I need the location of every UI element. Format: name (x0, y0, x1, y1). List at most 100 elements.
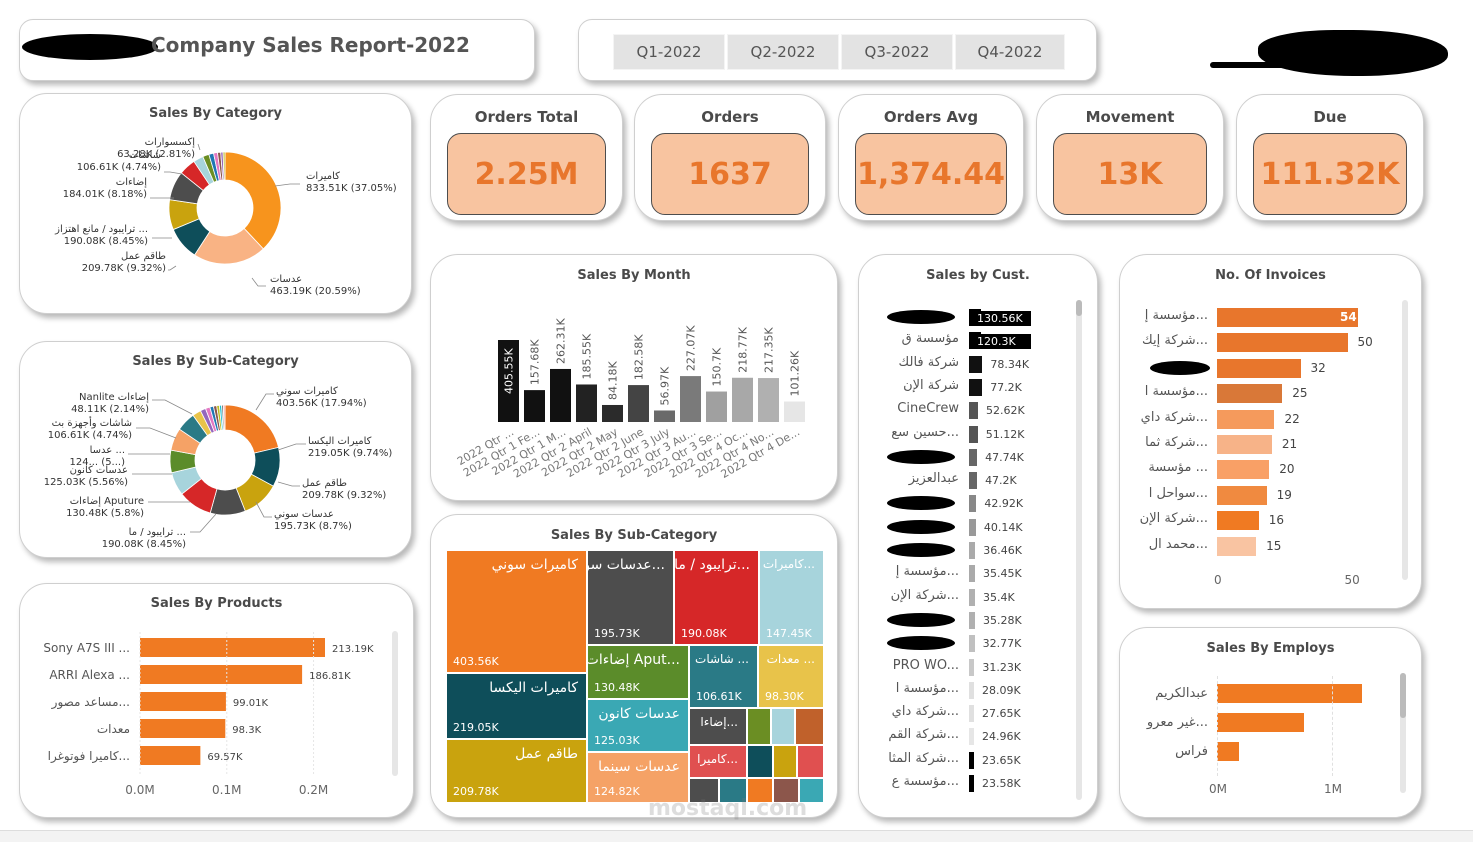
customer-bar[interactable] (969, 751, 975, 769)
subcategory-donut-label-name: ترايبود / ما ... (129, 527, 186, 538)
customer-bar[interactable] (969, 658, 975, 676)
month-bar[interactable] (550, 368, 571, 422)
customer-bar[interactable] (969, 425, 978, 443)
treemap-tile[interactable]: كاميرات سوني 403.56K (446, 550, 587, 673)
products-bar[interactable] (140, 692, 226, 711)
products-scrollbar[interactable] (392, 631, 398, 776)
month-bar[interactable] (654, 410, 675, 422)
customer-bar[interactable] (969, 402, 978, 420)
invoice-bar[interactable] (1217, 485, 1267, 505)
customer-bar[interactable] (969, 472, 978, 490)
treemap-tile-small[interactable] (799, 778, 824, 803)
customer-bar[interactable] (969, 518, 976, 536)
invoice-bar[interactable] (1217, 384, 1283, 404)
treemap-tile-small[interactable] (747, 745, 773, 778)
month-bar[interactable] (602, 404, 623, 422)
quarter-button-q1[interactable]: Q1-2022 (613, 34, 725, 70)
treemap-tile-small[interactable] (795, 708, 824, 745)
invoice-bar[interactable] (1217, 435, 1272, 454)
treemap-tile[interactable]: طاقم عمل 209.78K (446, 739, 587, 803)
invoice-bar[interactable] (1217, 409, 1275, 429)
kpi-value: 2.25M (447, 133, 606, 215)
treemap-tile[interactable]: عدسات سينما 124.82K (587, 752, 689, 803)
treemap-tile-small[interactable] (689, 778, 719, 803)
products-bar[interactable] (140, 638, 325, 657)
subcategory-donut-label-name: إضاءات Aputure (70, 496, 144, 507)
treemap-tile-small[interactable] (773, 778, 799, 803)
month-bar[interactable] (784, 401, 805, 422)
customer-value: 78.34K (990, 357, 1030, 371)
treemap-tile-small[interactable] (719, 778, 747, 803)
redacted-company-logo (1258, 30, 1448, 76)
invoice-bar[interactable] (1217, 358, 1301, 378)
products-x-tick: 0.0M (125, 783, 154, 797)
invoice-bar[interactable] (1217, 536, 1257, 556)
month-bar[interactable] (576, 384, 597, 422)
quarter-button-q4[interactable]: Q4-2022 (955, 34, 1065, 70)
treemap-tile-small[interactable] (747, 778, 773, 803)
products-bar[interactable] (140, 719, 226, 738)
month-bar[interactable] (732, 377, 753, 422)
treemap-tile-small[interactable] (771, 708, 795, 745)
employee-bar[interactable] (1217, 684, 1362, 703)
treemap-tile[interactable]: عدسات كانون 125.03K (587, 699, 689, 752)
customer-label: PRO WO... (892, 657, 959, 673)
subcategory-donut-slice[interactable] (222, 404, 226, 431)
customer-bar[interactable] (969, 378, 983, 396)
invoice-bar[interactable] (1217, 460, 1270, 480)
customer-bar[interactable] (969, 775, 975, 792)
treemap-tile[interactable]: كاميرا... (689, 745, 747, 778)
treemap-tile[interactable]: عدسات سو... 195.73K (587, 550, 674, 645)
employee-bar[interactable] (1217, 742, 1239, 761)
invoice-bar[interactable] (1217, 308, 1358, 327)
invoice-label: شركة داي... (1140, 409, 1208, 425)
invoice-label: شركة إيك... (1142, 333, 1208, 349)
quarter-button-q3[interactable]: Q3-2022 (841, 34, 953, 70)
month-bar[interactable] (524, 390, 545, 422)
month-bar[interactable] (680, 376, 701, 422)
category-donut-slice[interactable] (222, 151, 226, 181)
customer-bar[interactable] (969, 542, 976, 559)
customers-scrollbar-thumb[interactable] (1076, 300, 1082, 316)
subcategory-donut-label-value: 130.48K (5.8%) (66, 508, 144, 519)
month-bar[interactable] (758, 378, 779, 422)
treemap-tile[interactable]: ترايبود / ما... 190.08K (674, 550, 759, 645)
treemap-tile[interactable]: إضاءات Aput... 130.48K (587, 645, 689, 699)
employs-scrollbar-thumb[interactable] (1400, 673, 1406, 718)
subcategory-donut-slice[interactable] (224, 404, 280, 454)
treemap-tile[interactable]: كاميرات اليكسا 219.05K (446, 673, 587, 739)
treemap-tile-label: إضاءا... (700, 715, 738, 729)
invoice-bar[interactable] (1217, 511, 1259, 531)
customer-bar[interactable] (969, 495, 977, 513)
customer-bar[interactable] (969, 448, 978, 466)
customer-bar[interactable] (969, 588, 976, 606)
treemap-tile-small[interactable] (797, 745, 824, 778)
quarter-button-q2[interactable]: Q2-2022 (727, 34, 839, 70)
customers-scrollbar[interactable] (1076, 300, 1082, 800)
customer-bar[interactable] (969, 681, 975, 699)
products-bar[interactable] (140, 746, 201, 765)
month-bar[interactable] (706, 391, 727, 422)
employee-bar[interactable] (1217, 713, 1305, 732)
treemap-tile[interactable]: شاشات ... 106.61K (689, 645, 758, 708)
treemap-tile-small[interactable] (747, 708, 771, 745)
customer-value: 35.28K (983, 613, 1022, 627)
customer-bar[interactable] (969, 635, 975, 653)
treemap-tile-small[interactable] (773, 745, 797, 778)
month-bar[interactable] (498, 340, 519, 422)
products-bar[interactable] (140, 665, 303, 684)
category-donut-slice[interactable] (224, 151, 282, 250)
invoice-bar[interactable] (1217, 333, 1348, 353)
customer-bar[interactable] (969, 728, 975, 746)
employs-scrollbar[interactable] (1400, 673, 1406, 793)
treemap-tile-label: كاميرات سوني (491, 557, 578, 573)
customer-bar[interactable] (969, 565, 976, 583)
treemap-tile[interactable]: إضاءا... (689, 708, 747, 745)
customer-bar[interactable] (969, 705, 975, 723)
customer-bar[interactable] (969, 355, 983, 373)
treemap-tile[interactable]: معدات ... 98.30K (758, 645, 824, 708)
invoices-scrollbar[interactable] (1402, 300, 1408, 580)
treemap-tile[interactable]: كاميرات... 147.45K (759, 550, 824, 645)
customer-bar[interactable] (969, 611, 976, 629)
month-bar[interactable] (628, 385, 649, 422)
